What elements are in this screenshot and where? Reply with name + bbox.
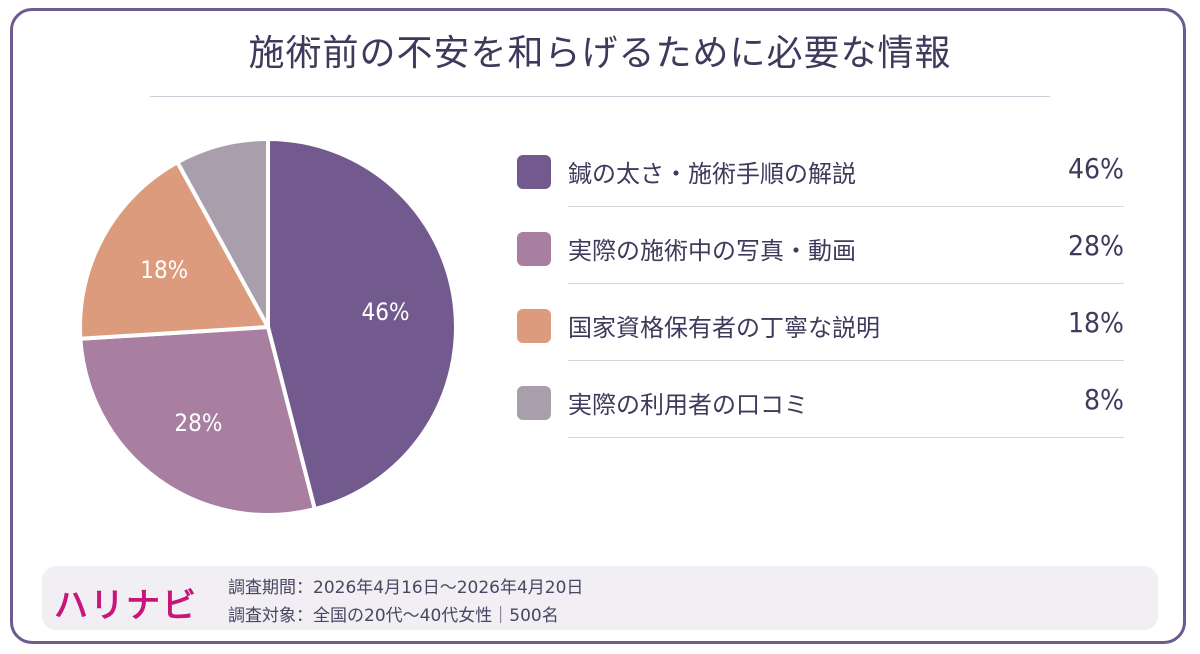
legend-swatch [517,386,551,420]
pie-chart: 46% 28% 18% [78,137,458,517]
legend-item: 実際の施術中の写真・動画 28% [512,207,1124,284]
survey-footer: ハリナビ 調査期間：2026年4月16日～2026年4月20日 調査対象：全国の… [42,566,1158,630]
pie-slice-label: 28% [174,409,222,437]
legend-swatch [517,232,551,266]
legend-value: 18% [1068,306,1124,339]
legend-item: 国家資格保有者の丁寧な説明 18% [512,284,1124,361]
pie-slice [78,160,270,341]
legend-divider [568,283,1124,284]
legend-label: 鍼の太さ・施術手順の解説 [568,160,856,188]
legend-label: 実際の施術中の写真・動画 [568,237,856,265]
pie-slice [175,137,270,329]
chart-title: 施術前の不安を和らげるために必要な情報 [248,33,952,74]
pie-slice-label: 46% [362,298,410,326]
legend-divider [568,360,1124,361]
legend-label: 国家資格保有者の丁寧な説明 [568,314,880,342]
legend-item: 実際の利用者の口コミ 8% [512,361,1124,438]
survey-period: 調査期間：2026年4月16日～2026年4月20日 [228,578,584,598]
pie-slice [266,137,458,512]
pie-slice-label: 18% [140,256,188,284]
legend-divider [568,206,1124,207]
legend-swatch [517,155,551,189]
legend-divider [568,437,1124,438]
title-divider [150,96,1050,97]
legend-value: 8% [1084,383,1124,416]
brand-logo: ハリナビ [54,586,198,626]
legend: 鍼の太さ・施術手順の解説 46% 実際の施術中の写真・動画 28% 国家資格保有… [512,130,1124,438]
survey-target: 調査対象：全国の20代～40代女性｜500名 [228,606,559,626]
legend-label: 実際の利用者の口コミ [568,391,808,419]
pie-slice [78,325,317,517]
legend-item: 鍼の太さ・施術手順の解説 46% [512,130,1124,207]
legend-value: 46% [1068,152,1124,185]
legend-swatch [517,309,551,343]
legend-value: 28% [1068,229,1124,262]
